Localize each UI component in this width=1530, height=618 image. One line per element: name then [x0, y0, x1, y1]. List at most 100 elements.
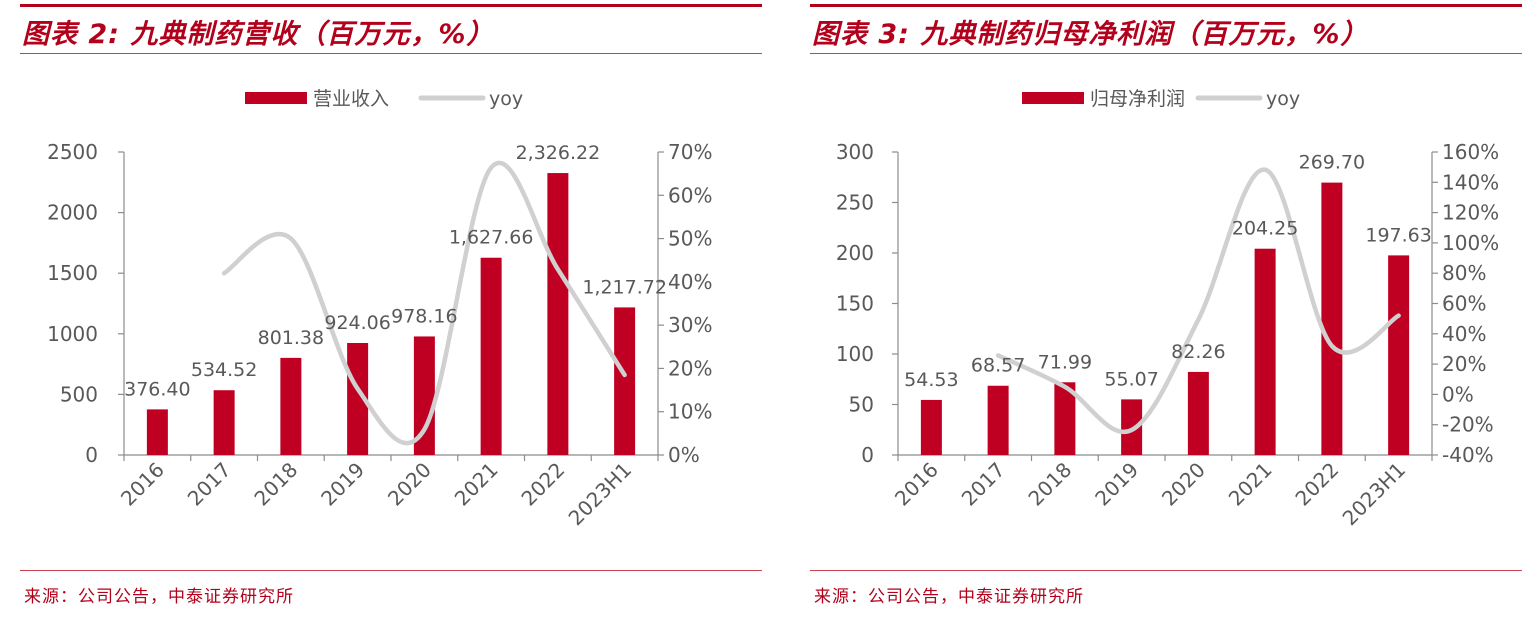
bar [146, 409, 168, 455]
legend-label-bar: 归母净利润 [1090, 88, 1185, 110]
title-rule [810, 4, 1522, 7]
divider [810, 53, 1522, 54]
figure-title: 图表 2: 九典制药营收（百万元，%） [22, 19, 495, 50]
right-tick-label: 20% [668, 356, 712, 380]
divider [20, 570, 762, 571]
left-tick-label: 0 [861, 443, 874, 467]
right-tick-label: 10% [668, 400, 712, 424]
category-label: 2016 [116, 458, 169, 511]
bar-value-label: 197.63 [1365, 224, 1431, 246]
legend: 归母净利润 yoy [1022, 88, 1300, 110]
left-tick-label: 500 [60, 382, 98, 406]
bar-value-label: 534.52 [191, 359, 257, 381]
bar-value-label: 376.40 [124, 378, 190, 400]
legend-swatch-bar [245, 92, 307, 104]
bar-value-label: 801.38 [258, 327, 324, 349]
bar [347, 343, 369, 455]
left-tick-label: 300 [836, 140, 874, 164]
category-label: 2023H1 [1338, 458, 1411, 531]
bar [920, 399, 942, 455]
category-label: 2017 [957, 458, 1010, 511]
right-tick-label: 100% [1442, 231, 1499, 255]
right-tick-label: 70% [668, 140, 712, 164]
right-tick-label: 0% [668, 443, 700, 467]
bar [1388, 255, 1410, 455]
yoy-line [221, 160, 627, 446]
bar-value-label: 82.26 [1171, 341, 1225, 363]
bar [614, 307, 636, 455]
bar-value-label: 1,217.72 [582, 276, 667, 298]
legend-swatch-bar [1022, 92, 1084, 104]
legend-label-line: yoy [1266, 88, 1300, 110]
right-tick-label: 30% [668, 313, 712, 337]
source-note: 来源：公司公告，中泰证券研究所 [24, 587, 294, 607]
legend-label-bar: 营业收入 [313, 88, 389, 110]
bar [413, 336, 435, 455]
bar-value-label: 54.53 [904, 369, 958, 391]
right-tick-label: 20% [1442, 352, 1486, 376]
right-tick-label: 50% [668, 227, 712, 251]
bar [1254, 248, 1276, 455]
bar-value-label: 978.16 [391, 305, 457, 327]
category-label: 2019 [1090, 458, 1143, 511]
divider [810, 570, 1522, 571]
category-label: 2022 [1290, 458, 1343, 511]
bar-value-label: 924.06 [324, 312, 390, 334]
right-tick-label: -40% [1442, 443, 1494, 467]
category-label: 2023H1 [564, 458, 637, 531]
bar [1187, 371, 1209, 455]
category-label: 2020 [383, 458, 436, 511]
bar [547, 173, 569, 455]
right-tick-label: 40% [1442, 322, 1486, 346]
bar [987, 385, 1009, 455]
right-tick-label: 0% [1442, 382, 1474, 406]
left-tick-label: 2000 [47, 201, 98, 225]
bar [1121, 399, 1143, 455]
category-label: 2021 [1224, 458, 1277, 511]
title-rule [20, 4, 762, 7]
bar-value-label: 71.99 [1038, 351, 1092, 373]
revenue-chart: 营业收入 yoy 0 500 1000 1500 2000 2500 0% 10% 20% 30% 40… [47, 88, 712, 531]
left-tick-label: 100 [836, 342, 874, 366]
bar [280, 357, 302, 455]
category-label: 2020 [1157, 458, 1210, 511]
right-tick-label: 140% [1442, 170, 1499, 194]
category-label: 2018 [1023, 458, 1076, 511]
right-tick-label: 60% [1442, 292, 1486, 316]
category-label: 2021 [450, 458, 503, 511]
left-tick-label: 0 [85, 443, 98, 467]
bar-value-label: 55.07 [1104, 368, 1158, 390]
right-tick-label: 120% [1442, 201, 1499, 225]
bar [480, 257, 502, 455]
bar [1321, 182, 1343, 455]
figure-title: 图表 3: 九典制药归母净利润（百万元，%） [812, 19, 1369, 50]
net-profit-chart: 归母净利润 yoy 0 50 100 150 200 250 300 -40% -20% 0% 20% 4… [836, 88, 1499, 531]
category-label: 2022 [516, 458, 569, 511]
source-note: 来源：公司公告，中泰证券研究所 [814, 587, 1084, 607]
left-tick-label: 50 [849, 393, 874, 417]
bar-value-label: 1,627.66 [449, 227, 534, 249]
left-tick-label: 150 [836, 292, 874, 316]
legend: 营业收入 yoy [245, 88, 523, 110]
divider [20, 53, 762, 54]
left-tick-label: 250 [836, 191, 874, 215]
right-tick-label: 160% [1442, 140, 1499, 164]
bar [213, 390, 235, 455]
category-label: 2018 [249, 458, 302, 511]
right-tick-label: 40% [668, 270, 712, 294]
bar-value-label: 2,326.22 [516, 142, 601, 164]
right-tick-label: 60% [668, 183, 712, 207]
bar-value-label: 204.25 [1232, 218, 1298, 240]
bar-value-label: 269.70 [1299, 152, 1365, 174]
category-label: 2019 [316, 458, 369, 511]
right-tick-label: -20% [1442, 413, 1494, 437]
bar [1054, 382, 1076, 455]
figure-panel-net-profit: 图表 3: 九典制药归母净利润（百万元，%） 归母净利润 yoy 0 50 100 150… [790, 0, 1530, 618]
left-tick-label: 1000 [47, 322, 98, 346]
bar-value-label: 68.57 [971, 355, 1025, 377]
right-tick-label: 80% [1442, 261, 1486, 285]
left-tick-label: 200 [836, 241, 874, 265]
legend-label-line: yoy [489, 88, 523, 110]
category-label: 2016 [890, 458, 943, 511]
left-tick-label: 1500 [47, 261, 98, 285]
